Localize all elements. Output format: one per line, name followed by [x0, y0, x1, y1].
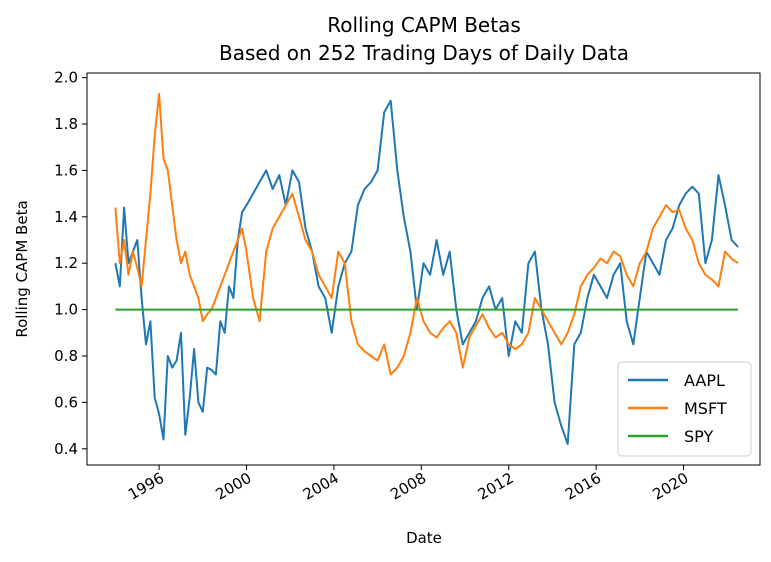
x-axis: 1996 2000 2004 2008 2012 2016 2020	[125, 465, 692, 504]
y-tick-label: 0.6	[54, 393, 78, 411]
legend-label-spy: SPY	[684, 427, 713, 446]
y-tick-label: 1.8	[54, 115, 78, 133]
x-tick-label: 2016	[562, 469, 604, 504]
y-tick-label: 1.0	[54, 301, 78, 319]
series-line-aapl	[114, 99, 739, 446]
legend-frame	[617, 361, 752, 457]
plot-frame	[86, 72, 761, 466]
y-tick-label: 2.0	[54, 69, 78, 87]
y-tick-label: 0.8	[54, 347, 78, 365]
legend-label-aapl: AAPL	[684, 371, 725, 390]
y-tick-label: 0.4	[54, 440, 78, 458]
x-axis-label: Date	[406, 529, 442, 547]
series-layer	[114, 92, 739, 446]
y-axis: 0.4 0.6 0.8 1.0 1.2 1.4 1.6 1.8 2.0	[54, 69, 87, 458]
x-tick-label: 2008	[387, 469, 429, 504]
chart-title: Rolling CAPM Betas	[327, 13, 521, 37]
x-tick-label: 2004	[300, 469, 342, 504]
x-tick-label: 1996	[125, 469, 167, 504]
series-line-msft	[114, 92, 739, 376]
legend-label-msft: MSFT	[684, 399, 727, 418]
x-tick-label: 2000	[212, 469, 254, 504]
x-tick-label: 2012	[475, 469, 517, 504]
x-tick-label: 2020	[649, 469, 691, 504]
y-tick-label: 1.2	[54, 254, 78, 272]
y-axis-label: Rolling CAPM Beta	[13, 200, 31, 337]
y-tick-label: 1.6	[54, 161, 78, 179]
legend: AAPL MSFT SPY	[617, 361, 752, 457]
chart-subtitle: Based on 252 Trading Days of Daily Data	[219, 41, 629, 65]
y-tick-label: 1.4	[54, 208, 78, 226]
